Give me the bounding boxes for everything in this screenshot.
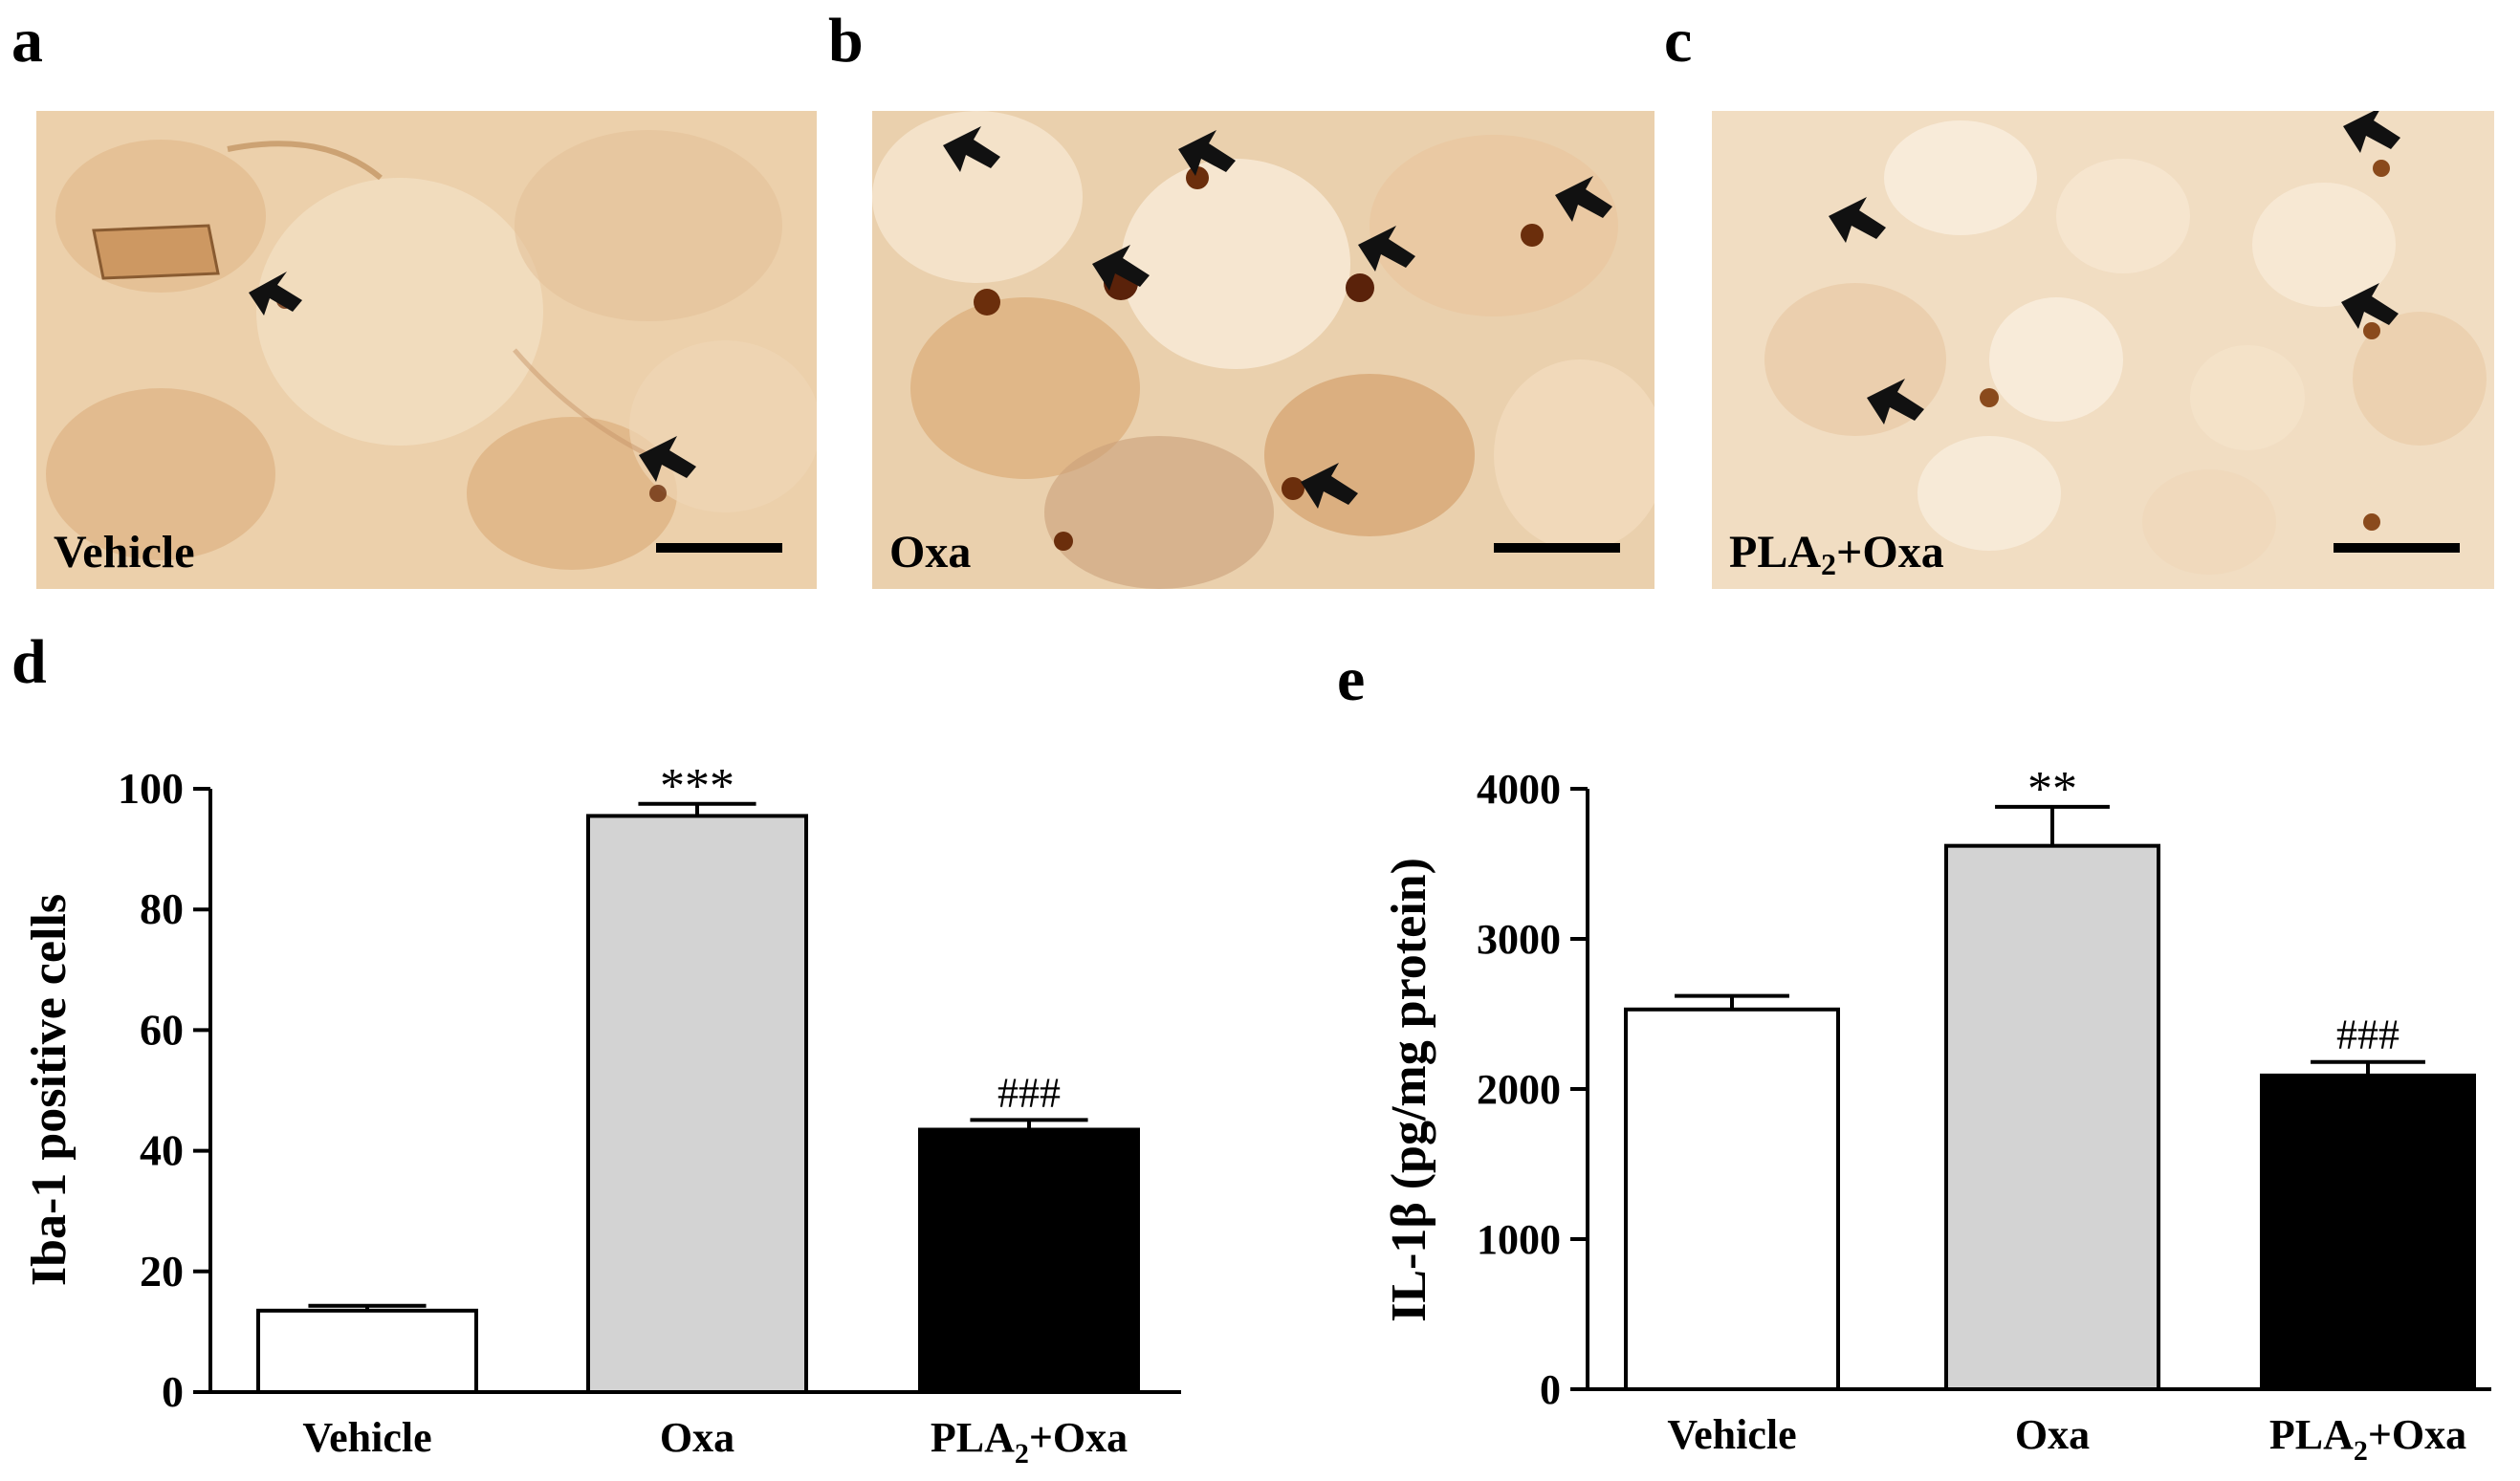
scale-bar [2334, 543, 2460, 553]
bar [1944, 843, 2160, 1392]
y-tick-label: 80 [140, 884, 184, 933]
y-tick-label: 1000 [1477, 1216, 1561, 1263]
bar [586, 814, 808, 1394]
x-tick-label: Vehicle [1667, 1411, 1796, 1458]
micrograph-pla2-oxa-image [1712, 111, 2494, 589]
micrograph-pla2-oxa: PLA2+Oxa [1712, 111, 2494, 589]
chart-iba1: 0 20 40 60 80 100 Iba-1 positive cells Vehicle *… [0, 727, 1205, 1476]
micrograph-label-vehicle: Vehicle [54, 527, 195, 577]
scale-bar [1494, 543, 1620, 553]
panel-letter-b: b [828, 6, 864, 76]
y-axis-label: Iba-1 positive cells [22, 894, 77, 1286]
micrograph-oxa-image [872, 111, 1654, 589]
scale-bar [656, 543, 782, 553]
micrograph-oxa: Oxa [872, 111, 1654, 589]
chart-iba1-svg: 0 20 40 60 80 100 Iba-1 positive cells Vehicle *… [22, 759, 1181, 1470]
significance-label: ### [997, 1069, 1061, 1116]
micrograph-label-pla2-oxa: PLA2+Oxa [1729, 527, 1944, 581]
significance-label: ** [2027, 762, 2077, 817]
y-axis-label: IL-1β (pg/mg protein) [1382, 858, 1436, 1322]
micrograph-label-oxa: Oxa [889, 527, 972, 577]
x-tick-label: PLA2+Oxa [2269, 1411, 2466, 1467]
bar [1624, 1007, 1840, 1391]
x-tick-label: Oxa [2015, 1411, 2090, 1458]
bar [256, 1308, 478, 1394]
y-tick-label: 4000 [1477, 766, 1561, 813]
panel-letter-a: a [11, 6, 43, 76]
x-tick-label: PLA2+Oxa [931, 1414, 1128, 1470]
y-tick-label: 3000 [1477, 916, 1561, 963]
y-tick-label: 2000 [1477, 1066, 1561, 1113]
y-tick-label: 60 [140, 1005, 184, 1054]
significance-label: *** [660, 759, 734, 814]
bar [2260, 1073, 2476, 1391]
y-tick-label: 0 [1540, 1366, 1561, 1413]
panel-letter-c: c [1664, 6, 1693, 76]
panel-letter-e: e [1337, 644, 1366, 714]
significance-label: ### [2336, 1012, 2399, 1058]
x-tick-label: Oxa [660, 1414, 734, 1461]
chart-il1b: 0 1000 2000 3000 4000 IL-1β (pg/mg protein) Ve… [1320, 727, 2520, 1476]
panel-letter-d: d [11, 627, 47, 697]
chart-il1b-svg: 0 1000 2000 3000 4000 IL-1β (pg/mg protein) Ve… [1382, 762, 2491, 1467]
bar [918, 1127, 1140, 1394]
micrograph-vehicle: Vehicle [36, 111, 817, 589]
micrograph-vehicle-image [36, 111, 817, 589]
x-tick-label: Vehicle [302, 1414, 431, 1461]
y-tick-label: 20 [140, 1247, 184, 1296]
y-tick-label: 0 [162, 1367, 184, 1416]
y-tick-label: 100 [118, 764, 184, 813]
y-tick-label: 40 [140, 1126, 184, 1175]
